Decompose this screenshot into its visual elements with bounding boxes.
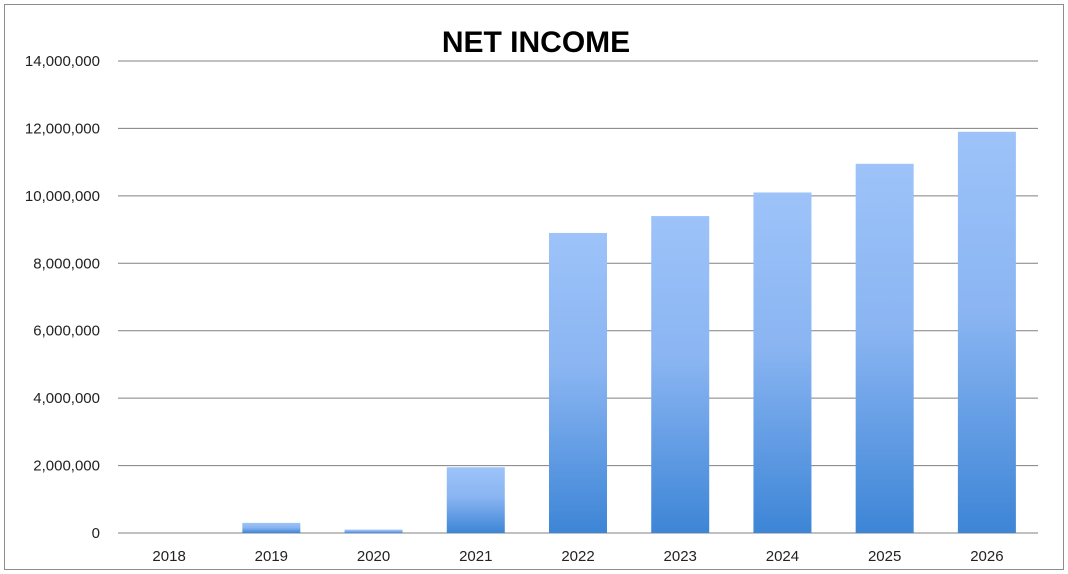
x-tick-label: 2021 [459, 548, 492, 565]
chart-title: NET INCOME [442, 26, 630, 59]
x-tick-label: 2025 [868, 548, 901, 565]
bar-2026 [957, 131, 1016, 534]
x-tick-label: 2026 [970, 548, 1003, 565]
bar-2020 [344, 529, 403, 533]
y-tick-label: 10,000,000 [25, 188, 100, 205]
y-tick-label: 2,000,000 [33, 458, 100, 475]
bar-2025 [855, 163, 914, 534]
x-tick-label: 2024 [766, 548, 799, 565]
bar-2021 [446, 467, 505, 533]
bar-2024 [753, 192, 812, 533]
y-axis-tick-labels: 0 2,000,000 4,000,000 6,000,000 8,000,000 10,… [25, 53, 100, 542]
x-tick-label: 2023 [664, 548, 697, 565]
bar-2023 [651, 216, 710, 534]
x-tick-label: 2018 [152, 548, 185, 565]
bars [242, 131, 1016, 534]
bar-2022 [549, 232, 607, 533]
y-tick-label: 4,000,000 [33, 390, 100, 407]
bar-2019 [242, 522, 301, 533]
y-tick-label: 14,000,000 [25, 53, 100, 70]
y-tick-label: 8,000,000 [33, 255, 100, 272]
x-tick-label: 2020 [357, 548, 390, 565]
x-axis-tick-labels: 2018 2019 2020 2021 2022 2023 2024 2025 2026 [152, 548, 1003, 565]
y-tick-label: 6,000,000 [33, 323, 100, 340]
y-tick-label: 0 [92, 525, 100, 542]
x-tick-label: 2022 [561, 548, 594, 565]
y-tick-label: 12,000,000 [25, 120, 100, 137]
x-tick-label: 2019 [255, 548, 288, 565]
